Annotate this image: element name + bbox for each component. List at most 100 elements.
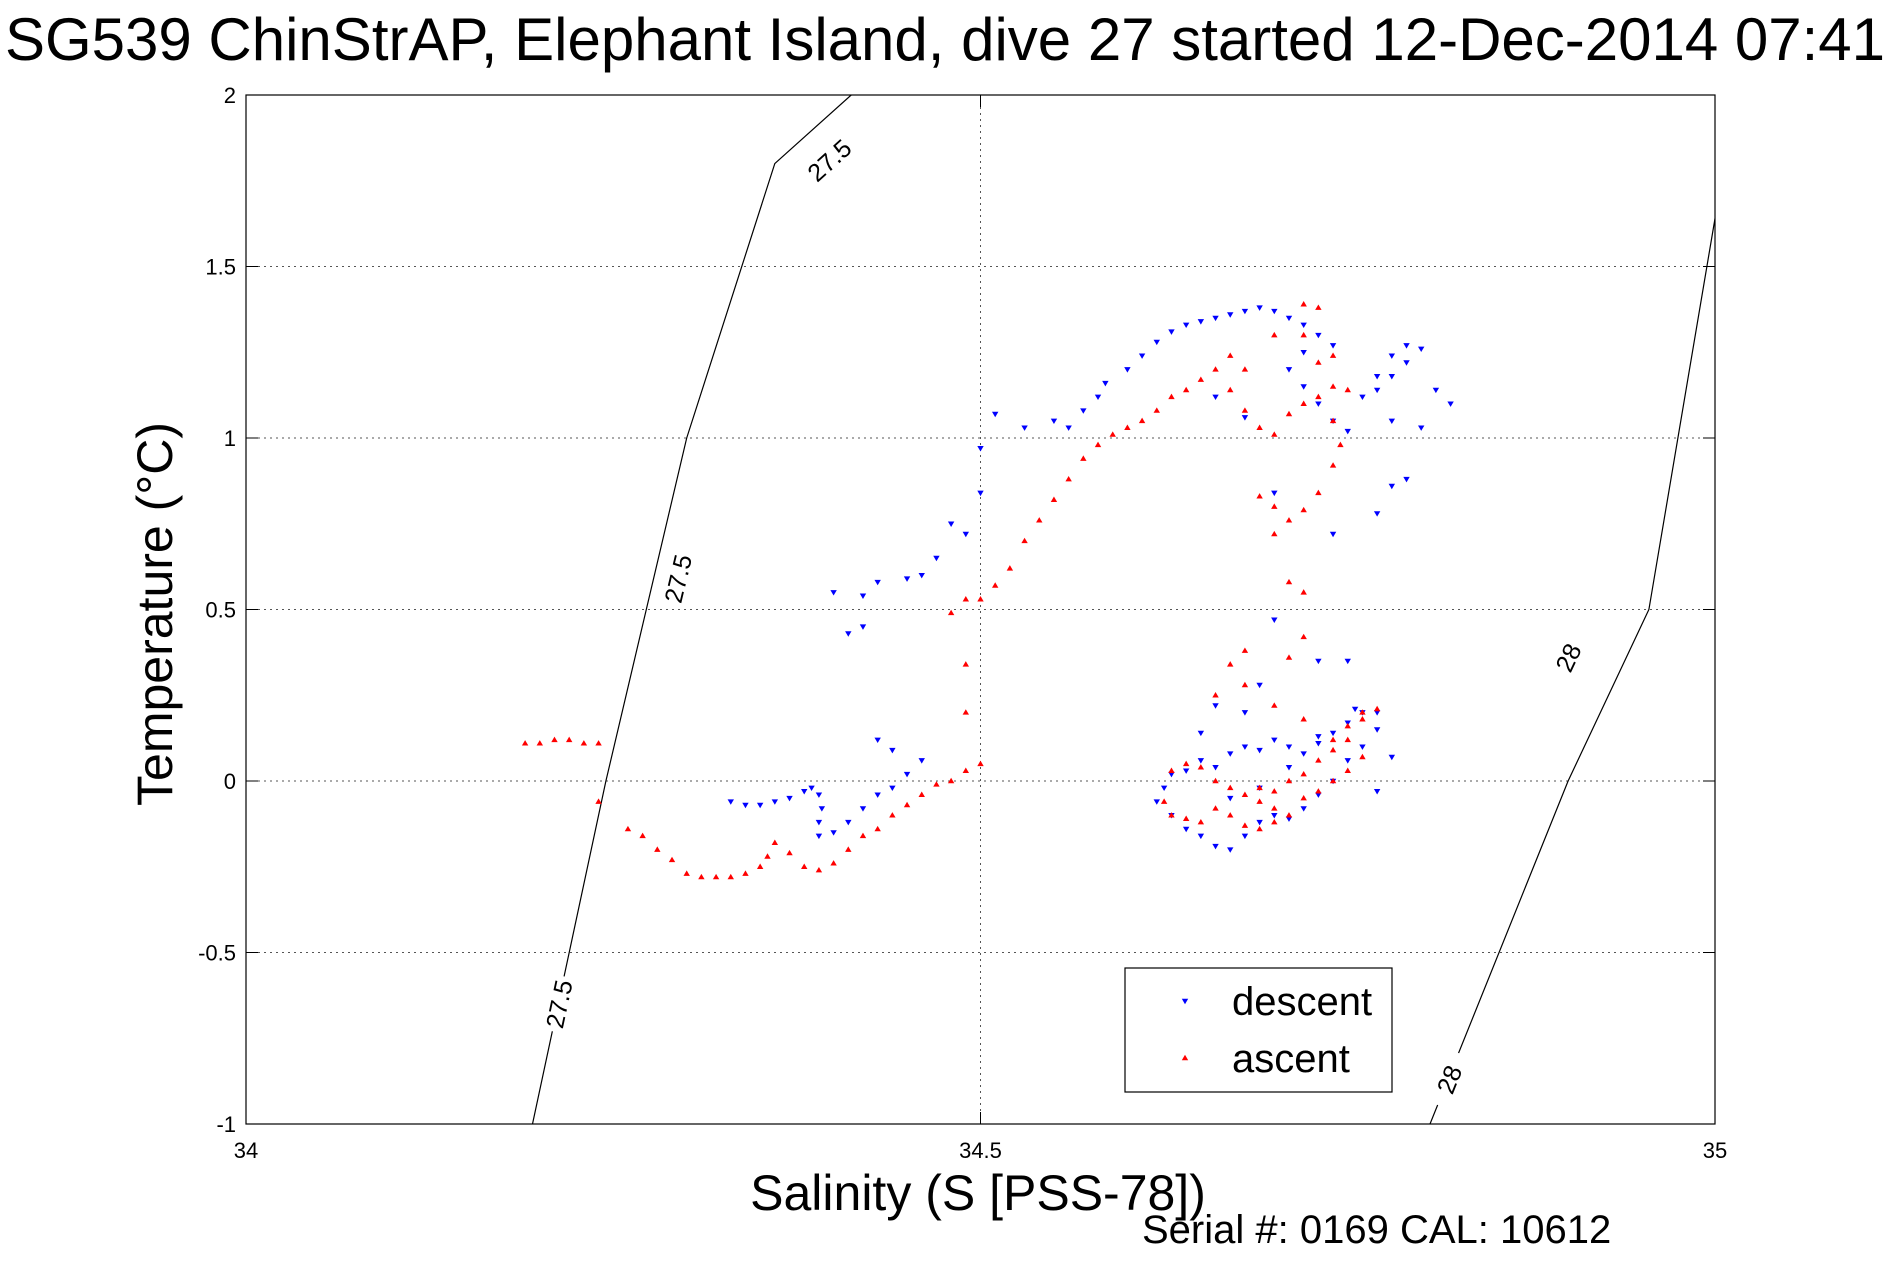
- y-tick-label: 0.5: [205, 598, 236, 623]
- descent-point: [1182, 768, 1190, 774]
- legend-marker-descent: [1181, 998, 1189, 1005]
- ascent-point: [1227, 352, 1234, 358]
- descent-point: [918, 572, 925, 579]
- ascent-point: [977, 596, 984, 602]
- ascent-point: [1227, 812, 1234, 818]
- ascent-point: [1050, 496, 1058, 502]
- descent-point: [1344, 428, 1351, 435]
- descent-point: [1197, 319, 1205, 325]
- ascent-point: [845, 846, 852, 852]
- ascent-point: [1329, 736, 1337, 743]
- descent-point: [1315, 792, 1322, 798]
- descent-point: [1315, 741, 1322, 747]
- grid-lines: [246, 95, 1715, 1124]
- descent-point: [1315, 658, 1322, 665]
- ascent-point: [1271, 805, 1278, 811]
- descent-point: [1168, 329, 1175, 335]
- density-contours: 27.5 27.5 27.5 28 28: [531, 95, 1715, 1124]
- ascent-point: [698, 873, 705, 880]
- legend-box: [1124, 967, 1393, 1093]
- ascent-point: [1271, 431, 1278, 437]
- ascent-point: [1315, 489, 1322, 496]
- ascent-point: [1182, 815, 1190, 821]
- contour-label: 27.5: [541, 977, 579, 1030]
- y-tick-label: 1.5: [205, 255, 236, 280]
- descent-point: [1373, 710, 1381, 716]
- descent-point: [1212, 765, 1219, 771]
- descent-point: [1403, 360, 1410, 366]
- descent-point: [1227, 751, 1234, 757]
- ascent-point: [1300, 589, 1307, 595]
- descent-point: [1388, 374, 1396, 380]
- descent-point: [1241, 308, 1249, 315]
- descent-point: [1197, 758, 1205, 764]
- ascent-point: [1337, 441, 1344, 448]
- ascent-point: [874, 825, 881, 832]
- ascent-point: [1197, 764, 1205, 770]
- ascent-point: [1271, 503, 1278, 509]
- ascent-point: [764, 853, 771, 859]
- ascent-point: [1256, 424, 1263, 430]
- ascent-point: [977, 760, 984, 767]
- ascent-point: [1197, 376, 1205, 382]
- descent-point: [918, 758, 925, 764]
- descent-point: [1256, 682, 1263, 689]
- ascent-point: [1285, 410, 1293, 417]
- ascent-point: [654, 846, 661, 852]
- descent-point: [859, 593, 867, 599]
- ascent-point: [1241, 407, 1249, 413]
- descent-point: [1227, 312, 1234, 318]
- ascent-point: [1300, 770, 1307, 777]
- ascent-point: [565, 736, 573, 743]
- ascent-point: [1285, 578, 1293, 585]
- ascent-point: [1241, 791, 1249, 797]
- ascent-point: [1329, 746, 1337, 753]
- ascent-point: [639, 832, 646, 839]
- ascent-point: [859, 832, 867, 839]
- descent-point: [1050, 418, 1058, 425]
- contour-label-group: 27.5: [657, 548, 698, 610]
- descent-point: [1168, 771, 1175, 778]
- ascent-point: [962, 767, 970, 773]
- x-tick-label: 34: [234, 1138, 258, 1163]
- ascent-point: [1094, 441, 1102, 448]
- ascent-point: [801, 863, 808, 869]
- ascent-point: [962, 709, 970, 715]
- ascent-point: [1300, 331, 1307, 338]
- ascent-point: [521, 740, 529, 746]
- legend-label-descent: descent: [1232, 980, 1372, 1024]
- descent-point: [1315, 734, 1322, 740]
- axis-ticks: [245, 94, 1716, 1125]
- contour-label-gap: [539, 973, 579, 1035]
- ascent-point: [1344, 386, 1351, 393]
- ascent-point: [1124, 424, 1131, 430]
- ascent-point: [1168, 767, 1175, 773]
- y-tick-label: -0.5: [198, 941, 236, 966]
- ascent-point: [903, 801, 911, 808]
- ascent-point: [1212, 777, 1219, 784]
- descent-point: [727, 799, 734, 805]
- ascent-point: [1160, 798, 1168, 804]
- descent-point: [808, 785, 815, 792]
- descent-point: [1285, 367, 1293, 373]
- descent-point: [1227, 795, 1234, 802]
- legend: descent ascent: [1124, 967, 1393, 1093]
- descent-point: [845, 819, 852, 826]
- ascent-point: [1271, 788, 1278, 794]
- ascent-point: [756, 863, 764, 869]
- descent-point: [1315, 401, 1322, 407]
- ascent-point: [1329, 417, 1337, 424]
- ascent-point: [1256, 825, 1263, 832]
- ascent-point: [1329, 777, 1337, 784]
- descent-point: [1373, 727, 1381, 733]
- ascent-point: [1300, 506, 1307, 513]
- descent-point: [1124, 367, 1131, 373]
- ascent-point: [1315, 304, 1322, 310]
- ascent-point: [1344, 722, 1351, 729]
- contour-label-group: 28: [1543, 626, 1593, 689]
- ascent-point: [1300, 633, 1307, 640]
- descent-point: [1300, 384, 1307, 390]
- descent-point: [1388, 418, 1396, 425]
- legend-marker-ascent: [1181, 1054, 1189, 1061]
- descent-point: [903, 576, 911, 582]
